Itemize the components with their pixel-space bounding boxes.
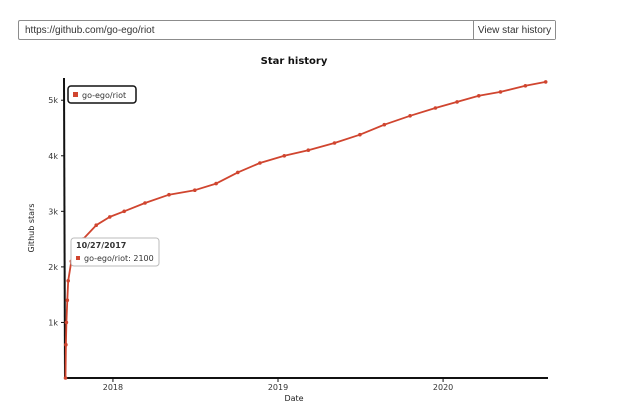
data-point[interactable] — [523, 84, 528, 88]
data-point[interactable] — [122, 209, 126, 214]
data-point[interactable] — [143, 201, 147, 205]
x-tick-group: 2018 2019 2020 — [103, 378, 453, 392]
view-star-history-button[interactable]: View star history — [473, 21, 555, 39]
x-tick-label: 2020 — [433, 383, 453, 392]
data-point[interactable] — [258, 161, 262, 165]
y-tick-label: 1k — [48, 318, 58, 327]
tooltip-box — [70, 237, 160, 267]
y-tick-label: 3k — [48, 207, 58, 216]
data-point[interactable] — [65, 298, 70, 302]
data-point[interactable] — [94, 223, 98, 227]
data-point[interactable] — [236, 170, 240, 175]
tooltip-date: 10/27/2017 — [76, 241, 126, 250]
data-point[interactable] — [63, 376, 68, 380]
chart-svg: Star history 1k 2k 3k 4k 5k 2018 2019 2020 Dat… — [27, 56, 548, 403]
repo-url-input[interactable] — [19, 21, 473, 39]
legend-swatch — [73, 92, 78, 97]
legend-box — [67, 85, 137, 104]
search-bar: View star history — [18, 20, 556, 40]
data-point[interactable] — [282, 154, 287, 158]
data-point[interactable] — [358, 132, 362, 137]
data-point[interactable] — [382, 122, 387, 127]
data-point[interactable] — [108, 215, 112, 219]
series-group — [63, 80, 548, 380]
y-tick-label: 5k — [48, 96, 58, 105]
data-point[interactable] — [64, 320, 69, 325]
y-tick-group: 1k 2k 3k 4k 5k — [48, 96, 65, 327]
data-point[interactable] — [64, 342, 68, 347]
data-point[interactable] — [332, 141, 337, 145]
data-point[interactable] — [193, 188, 197, 192]
data-point[interactable] — [543, 80, 548, 84]
data-point[interactable] — [477, 94, 481, 98]
x-tick-label: 2018 — [103, 383, 123, 392]
data-point[interactable] — [306, 148, 311, 152]
data-point[interactable] — [214, 181, 218, 186]
y-axis-label: Github stars — [27, 204, 36, 253]
legend-label: go-ego/riot — [82, 91, 126, 100]
data-point[interactable] — [498, 90, 503, 94]
tooltip-swatch — [76, 256, 80, 260]
data-point[interactable] — [167, 192, 171, 197]
data-point[interactable] — [455, 100, 459, 104]
data-point[interactable] — [408, 114, 412, 118]
axes — [63, 77, 548, 379]
x-axis-label: Date — [284, 394, 303, 403]
y-tick-label: 2k — [48, 263, 58, 272]
x-tick-label: 2019 — [268, 383, 288, 392]
legend[interactable]: go-ego/riot — [67, 85, 137, 104]
data-point[interactable] — [433, 106, 438, 110]
data-point[interactable] — [66, 279, 70, 283]
tooltip-value: go-ego/riot: 2100 — [84, 254, 154, 263]
y-axis — [63, 77, 66, 379]
star-history-chart: Star history 1k 2k 3k 4k 5k 2018 2019 2020 Dat… — [0, 48, 640, 407]
chart-title: Star history — [261, 56, 328, 67]
y-tick-label: 4k — [48, 152, 58, 161]
tooltip: 10/27/2017 go-ego/riot: 2100 — [70, 237, 160, 267]
series-line — [64, 81, 546, 379]
